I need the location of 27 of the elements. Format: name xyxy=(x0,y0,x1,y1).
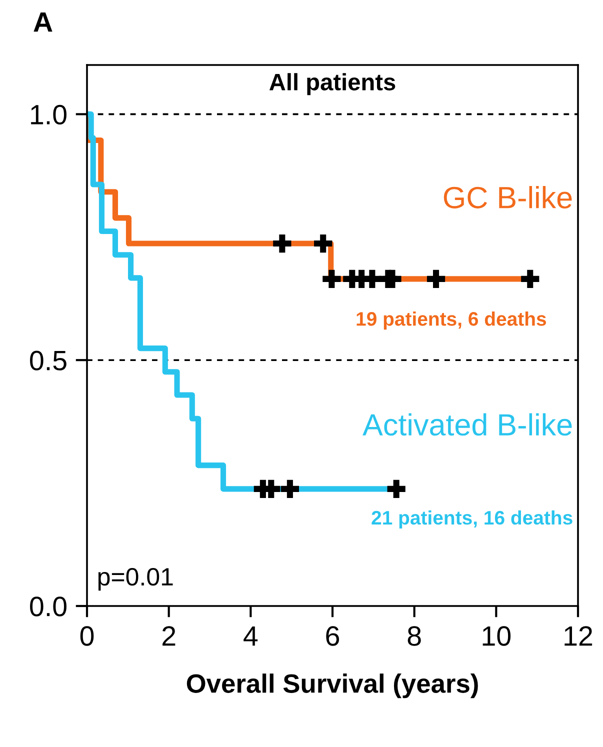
point xyxy=(426,270,446,288)
chart-title: All patients xyxy=(269,73,396,96)
y-tick-label: 1.0 xyxy=(31,104,66,125)
x-tick-label: 4 xyxy=(244,626,258,646)
x-tick-label: 8 xyxy=(408,626,421,646)
point xyxy=(383,270,402,288)
point xyxy=(273,234,292,253)
x-tick-label: 12 xyxy=(564,626,592,646)
text: A xyxy=(34,12,52,32)
x-tick-label: 6 xyxy=(326,626,340,646)
x-tick-label: 0 xyxy=(80,626,94,646)
y-tick-label: 0.5 xyxy=(30,350,66,370)
x-axis-title: Overall Survival (years) xyxy=(186,674,478,698)
annotation: 19 patients, 6 deaths xyxy=(356,312,546,330)
y-tick-label: 0.0 xyxy=(30,596,66,616)
point xyxy=(521,270,540,288)
x-tick-label: 10 xyxy=(482,626,511,646)
point xyxy=(322,270,341,288)
annotation: p=0.01 xyxy=(98,568,173,591)
point xyxy=(363,270,382,288)
text: GC B-like xyxy=(444,186,572,208)
series-label: Activated B-like xyxy=(362,413,572,436)
annotation: 21 patients, 16 deaths xyxy=(372,510,572,529)
x-tick-label: 2 xyxy=(162,626,176,646)
point xyxy=(314,234,332,253)
point xyxy=(280,480,299,498)
point xyxy=(387,480,406,498)
